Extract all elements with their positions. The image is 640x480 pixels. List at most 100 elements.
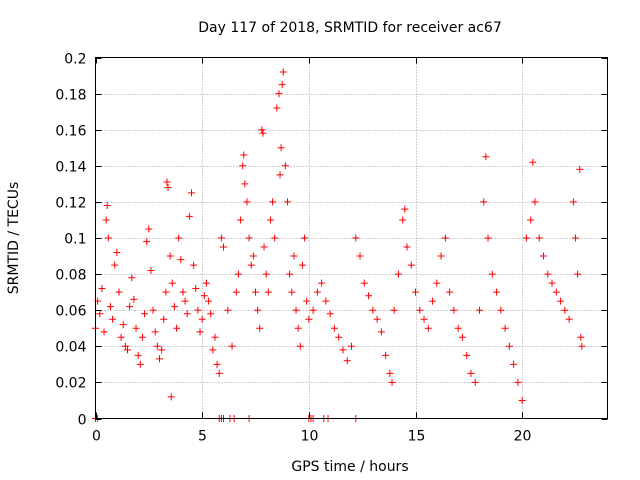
x-tick-label: 5 <box>198 429 207 445</box>
data-point <box>215 369 223 377</box>
data-point <box>132 324 140 332</box>
axis-ticks: 0 0.02 0.04 0.06 0.08 0.1 0.12 0.14 0.16 0.18 0.2 0… <box>55 52 608 445</box>
data-point <box>224 306 232 314</box>
data-point <box>183 310 191 318</box>
data-point <box>103 202 111 210</box>
data-point <box>240 151 248 159</box>
data-point <box>249 252 257 260</box>
data-point <box>458 333 466 341</box>
data-point <box>106 303 114 311</box>
data-point <box>254 306 262 314</box>
y-tick-label: 0.04 <box>55 340 86 356</box>
data-point <box>170 303 178 311</box>
data-point <box>200 292 208 300</box>
data-point <box>294 324 302 332</box>
data-point <box>259 129 267 137</box>
data-point <box>198 315 206 323</box>
data-point <box>151 328 159 336</box>
data-point <box>134 351 142 359</box>
data-point <box>247 261 255 269</box>
data-point <box>166 252 174 260</box>
data-point <box>569 198 577 206</box>
data-point <box>121 342 129 350</box>
data-point <box>228 342 236 350</box>
data-points <box>92 68 586 422</box>
data-point <box>518 396 526 404</box>
data-point <box>386 369 394 377</box>
data-point <box>258 126 266 134</box>
data-point <box>505 342 513 350</box>
data-point <box>322 297 330 305</box>
data-point <box>301 234 309 242</box>
chart-title: Day 117 of 2018, SRMTID for receiver ac6… <box>198 20 502 36</box>
data-point <box>232 288 240 296</box>
data-point <box>168 279 176 287</box>
data-point <box>454 324 462 332</box>
data-point <box>234 270 242 278</box>
data-point <box>360 279 368 287</box>
data-point <box>488 270 496 278</box>
y-axis-label: SRMTID / TECUs <box>6 182 22 295</box>
data-point <box>264 288 272 296</box>
data-point <box>167 393 175 401</box>
data-point <box>577 333 585 341</box>
data-point <box>286 270 294 278</box>
data-point <box>143 238 151 246</box>
data-point <box>239 162 247 170</box>
y-tick-label: 0.16 <box>55 124 86 140</box>
data-point <box>399 216 407 224</box>
data-point <box>194 306 202 314</box>
data-point <box>260 243 268 251</box>
data-point <box>102 216 110 224</box>
data-point <box>441 234 449 242</box>
data-point <box>514 378 522 386</box>
data-point <box>281 162 289 170</box>
data-point <box>480 198 488 206</box>
data-point <box>305 315 313 323</box>
data-point <box>98 285 106 293</box>
data-point <box>572 234 579 242</box>
data-point <box>217 234 225 242</box>
data-point <box>276 171 284 179</box>
data-point <box>540 252 547 260</box>
data-point <box>298 261 306 269</box>
data-point <box>529 158 537 166</box>
data-point <box>510 360 518 368</box>
data-point <box>96 310 104 318</box>
data-point <box>390 306 398 314</box>
data-point <box>117 333 125 341</box>
data-point <box>535 234 543 242</box>
data-point <box>278 81 286 89</box>
data-point <box>284 198 291 206</box>
data-point <box>156 355 163 363</box>
y-tick-label: 0.1 <box>64 232 86 248</box>
data-point <box>482 153 490 161</box>
data-point <box>163 178 171 186</box>
data-point <box>220 243 227 251</box>
data-point <box>181 297 189 305</box>
data-point <box>136 360 144 368</box>
data-point <box>237 216 245 224</box>
data-point <box>241 180 249 188</box>
data-point <box>446 288 454 296</box>
data-point <box>552 288 560 296</box>
data-point <box>100 328 108 336</box>
y-tick-label: 0.08 <box>55 268 86 284</box>
y-tick-label: 0 <box>78 413 87 429</box>
data-point <box>296 342 304 350</box>
data-point <box>128 274 136 282</box>
data-point <box>429 297 437 305</box>
y-tick-label: 0.02 <box>55 376 86 392</box>
data-point <box>213 360 221 368</box>
data-point <box>420 315 428 323</box>
grid <box>95 57 608 419</box>
data-point <box>335 333 343 341</box>
data-point <box>266 216 274 224</box>
data-point <box>501 324 509 332</box>
data-point <box>162 288 170 296</box>
data-point <box>565 315 573 323</box>
data-point <box>544 270 552 278</box>
data-point <box>149 306 157 314</box>
data-point <box>369 306 377 314</box>
